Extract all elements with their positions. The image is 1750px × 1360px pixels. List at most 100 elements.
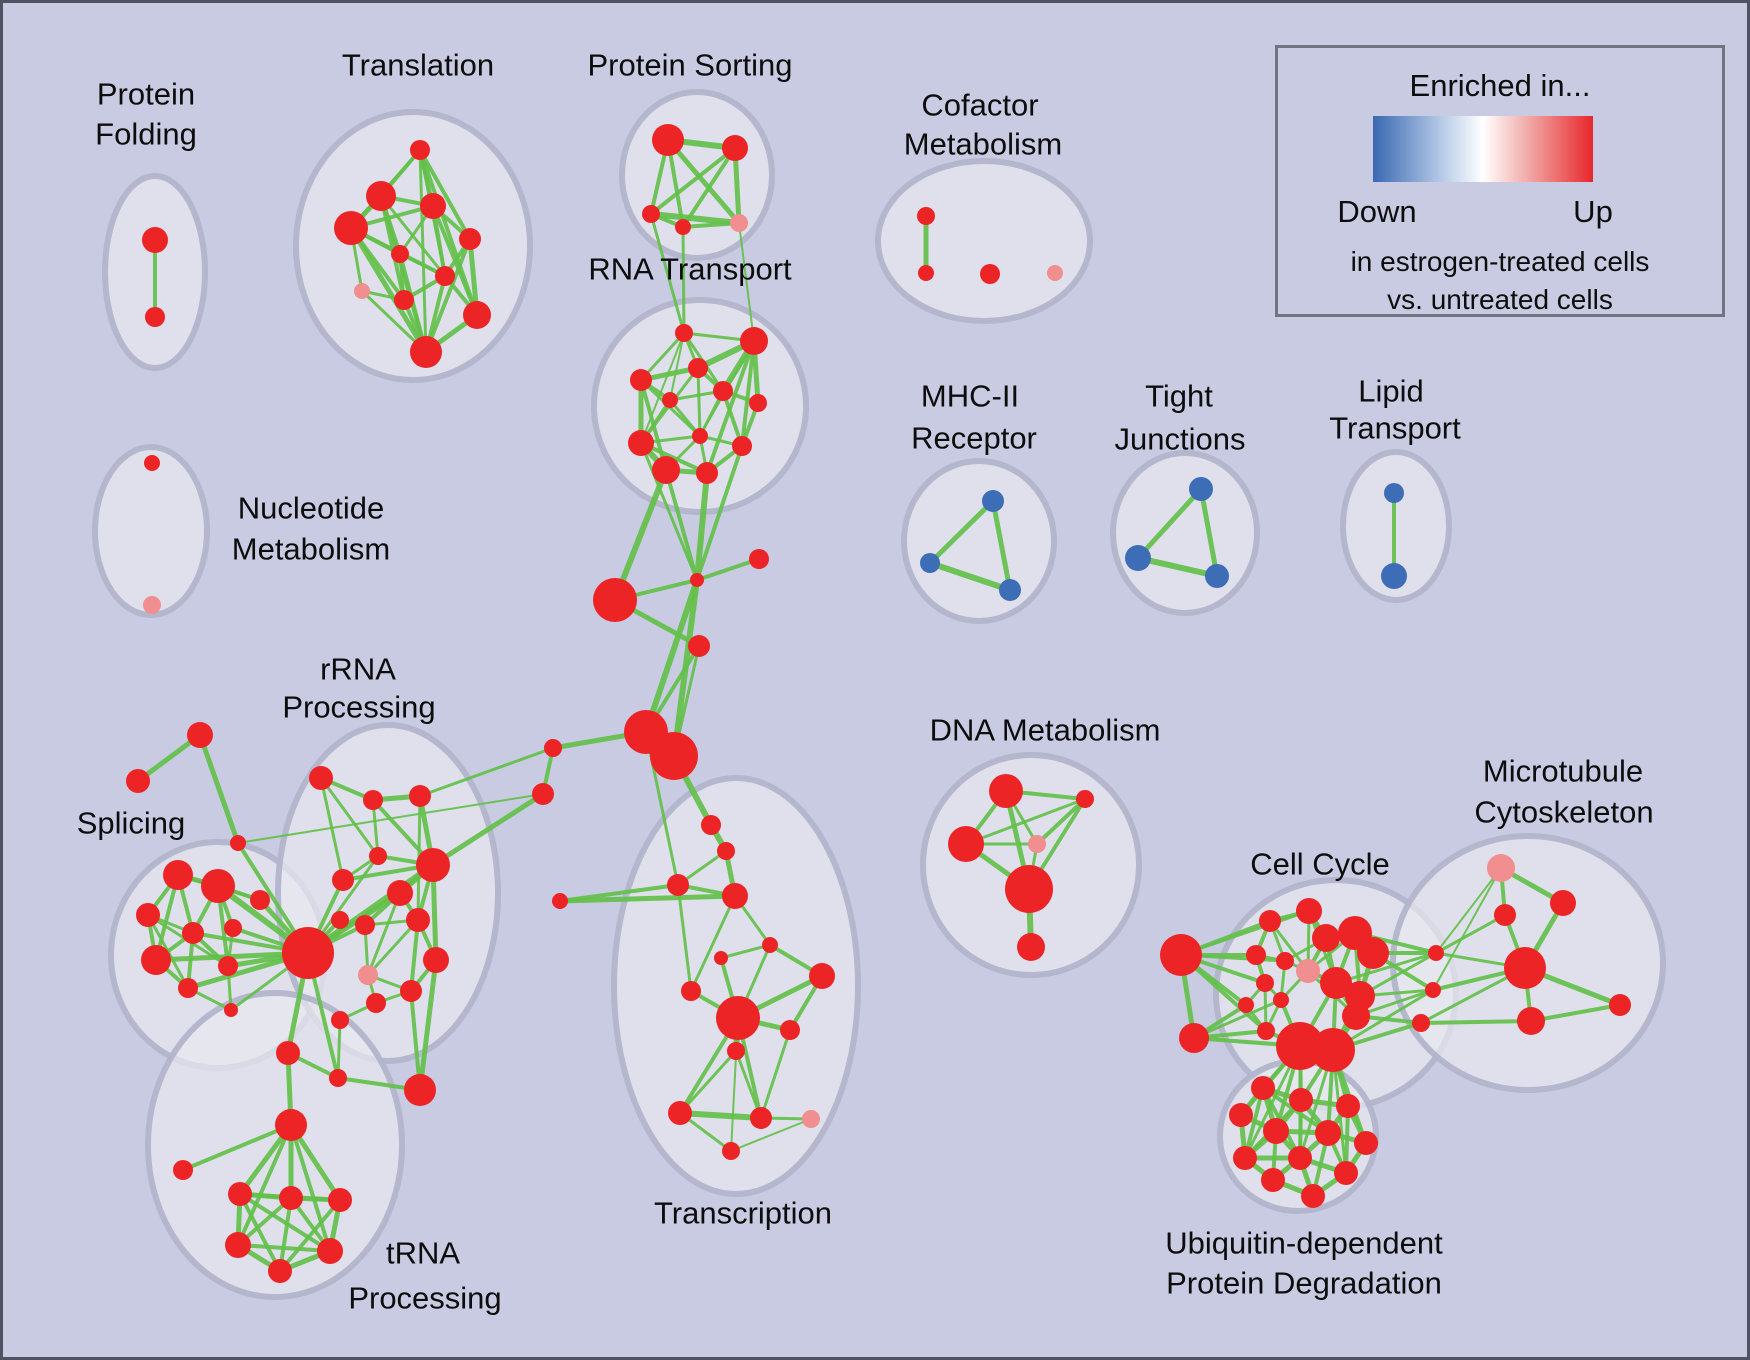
cluster-label-cofactor-1: Cofactor bbox=[921, 88, 1038, 123]
network-edge bbox=[990, 498, 1013, 593]
network-node bbox=[309, 766, 333, 790]
network-node bbox=[749, 549, 769, 569]
network-edge bbox=[1529, 1003, 1622, 1023]
network-node bbox=[173, 1160, 193, 1180]
network-node bbox=[410, 140, 430, 160]
network-node bbox=[1334, 1161, 1358, 1185]
network-node bbox=[1076, 790, 1094, 808]
network-node bbox=[1342, 1002, 1370, 1030]
network-node bbox=[628, 430, 654, 456]
network-edge bbox=[648, 211, 742, 226]
network-edge bbox=[424, 237, 472, 354]
network-node bbox=[1301, 1184, 1325, 1208]
network-node bbox=[329, 1069, 347, 1087]
network-edge bbox=[612, 467, 669, 603]
network-node bbox=[722, 883, 748, 909]
network-node bbox=[532, 783, 554, 805]
network-node bbox=[1381, 563, 1407, 589]
cluster-label-dna-metabolism: DNA Metabolism bbox=[930, 713, 1161, 748]
network-node bbox=[918, 265, 934, 281]
cluster-label-lipid-2: Transport bbox=[1329, 411, 1461, 446]
network-node bbox=[144, 455, 160, 471]
network-node bbox=[1425, 982, 1441, 998]
network-node bbox=[1160, 934, 1202, 976]
network-edge bbox=[696, 366, 702, 438]
network-node bbox=[1017, 933, 1045, 961]
network-node bbox=[1296, 898, 1322, 924]
cluster-label-ubiquitin-1: Ubiquitin-dependent bbox=[1165, 1226, 1443, 1261]
network-node bbox=[675, 219, 691, 235]
cluster-label-mhc-1: MHC-II bbox=[921, 379, 1019, 414]
network-node bbox=[1179, 1023, 1209, 1053]
network-node bbox=[410, 336, 442, 368]
network-node bbox=[917, 207, 935, 225]
network-edge bbox=[640, 332, 685, 444]
network-node bbox=[809, 963, 835, 989]
cluster-label-cell-cycle: Cell Cycle bbox=[1250, 847, 1390, 882]
network-node bbox=[366, 181, 396, 211]
network-node bbox=[722, 135, 748, 161]
network-node bbox=[1276, 952, 1294, 970]
network-edge bbox=[730, 1017, 739, 1152]
network-node bbox=[355, 915, 375, 935]
legend-up-label: Up bbox=[1573, 194, 1613, 229]
network-edge bbox=[665, 137, 742, 226]
network-edge bbox=[1435, 867, 1502, 954]
network-node bbox=[420, 193, 446, 219]
network-edge bbox=[740, 339, 756, 448]
network-node bbox=[696, 462, 718, 484]
network-edge bbox=[557, 893, 738, 904]
cluster-label-trna-1: tRNA bbox=[386, 1236, 460, 1271]
network-node bbox=[332, 869, 354, 891]
network-edge bbox=[927, 498, 996, 566]
network-node bbox=[1428, 945, 1444, 961]
cluster-label-protein-folding-1: Protein bbox=[97, 77, 195, 112]
network-node bbox=[1233, 1146, 1257, 1170]
legend-title: Enriched in... bbox=[1409, 68, 1591, 103]
network-edge bbox=[681, 146, 737, 229]
network-node bbox=[722, 1142, 740, 1160]
cluster-label-cofactor-2: Metabolism bbox=[904, 127, 1063, 162]
network-node bbox=[1261, 1168, 1285, 1192]
network-edge bbox=[319, 776, 380, 858]
network-edge bbox=[1419, 1019, 1533, 1025]
network-node bbox=[141, 945, 171, 975]
network-edge bbox=[1432, 867, 1502, 991]
network-edge bbox=[689, 894, 737, 993]
network-node bbox=[713, 381, 733, 401]
network-node bbox=[980, 264, 1000, 284]
network-node bbox=[730, 214, 748, 232]
network-edge bbox=[1198, 486, 1220, 579]
network-node bbox=[279, 1186, 303, 1210]
network-node bbox=[1412, 1014, 1430, 1032]
network-edge bbox=[289, 1123, 332, 1253]
network-node bbox=[652, 456, 680, 484]
network-node bbox=[802, 1110, 820, 1128]
network-node bbox=[1336, 1094, 1360, 1118]
network-edge bbox=[719, 943, 772, 960]
network-edge bbox=[681, 221, 741, 229]
network-node bbox=[749, 394, 767, 412]
network-edge bbox=[1135, 555, 1220, 579]
network-edge bbox=[649, 212, 686, 335]
network-node bbox=[136, 903, 160, 927]
cluster-label-rna-transport: RNA Transport bbox=[588, 252, 792, 287]
network-node bbox=[920, 553, 940, 573]
network-node bbox=[1296, 959, 1320, 983]
network-edge bbox=[1135, 486, 1204, 561]
network-node bbox=[544, 739, 562, 757]
cluster-label-ubiquitin-2: Protein Degradation bbox=[1166, 1266, 1442, 1301]
network-edge bbox=[418, 148, 472, 241]
cluster-label-microtubule-1: Microtubule bbox=[1483, 754, 1643, 789]
network-node bbox=[1289, 1088, 1313, 1112]
network-node bbox=[1259, 910, 1281, 932]
network-edge bbox=[1035, 797, 1087, 846]
network-edge bbox=[669, 332, 685, 401]
network-node bbox=[459, 228, 481, 250]
network-edge bbox=[418, 746, 555, 798]
network-node bbox=[363, 790, 383, 810]
cluster-label-transcription: Transcription bbox=[654, 1196, 832, 1231]
network-edge bbox=[649, 146, 737, 216]
cluster-ellipse-mhc-ii-receptor bbox=[901, 458, 1057, 624]
